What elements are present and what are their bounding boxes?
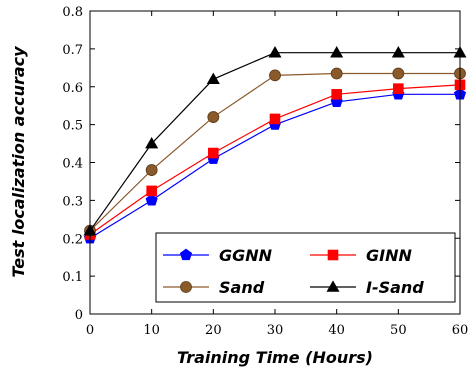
legend-label: GGNN (219, 246, 273, 265)
legend-item-sand: Sand (163, 278, 265, 297)
legend-label: GINN (366, 246, 412, 265)
x-tick-label: 40 (328, 323, 345, 338)
data-point-ginn (146, 185, 157, 197)
legend-item-ginn: GINN (310, 246, 412, 265)
x-tick-label: 50 (390, 323, 407, 338)
series-lines (83, 46, 467, 244)
series-ggnn (83, 87, 467, 244)
data-point-ggnn (145, 194, 158, 206)
y-tick-label: 0.1 (62, 270, 83, 285)
data-point-ginn (269, 113, 281, 125)
x-tick-label: 20 (205, 323, 222, 338)
x-tick-label: 60 (452, 323, 469, 338)
legend-marker-ginn (327, 249, 339, 261)
series-i-sand (83, 46, 467, 236)
x-axis-title: Training Time (Hours) (177, 348, 373, 367)
data-point-sand (330, 67, 343, 80)
series-ginn (84, 79, 466, 240)
data-point-sand (145, 164, 158, 176)
legend: GGNN GINN Sand I-Sand (155, 232, 456, 303)
y-tick-label: 0.3 (62, 194, 83, 209)
data-point-i-sand (330, 46, 344, 58)
y-tick-label: 0 (75, 308, 83, 323)
x-tick-label: 30 (267, 323, 284, 338)
y-tick-label: 0.8 (62, 5, 83, 20)
x-tick-label: 0 (86, 323, 94, 338)
legend-label: Sand (219, 278, 265, 297)
data-point-i-sand (391, 46, 405, 58)
data-point-ginn (393, 83, 404, 94)
legend-item-i-sand: I-Sand (310, 278, 424, 297)
data-point-ginn (208, 147, 219, 159)
data-point-sand (392, 67, 405, 80)
legend-label: I-Sand (366, 278, 424, 297)
y-tick-label: 0.2 (62, 232, 83, 247)
y-tick-label: 0.7 (62, 43, 83, 58)
plot-frame (89, 10, 461, 315)
y-axis-title: Test localization accuracy (9, 46, 28, 278)
data-point-sand (269, 69, 281, 82)
y-tick-label: 0.6 (62, 81, 83, 96)
data-point-i-sand (206, 72, 220, 84)
data-point-ginn (331, 89, 342, 100)
y-tick-label: 0.5 (62, 119, 83, 134)
legend-box (155, 232, 456, 303)
x-tick-label: 10 (143, 323, 160, 338)
legend-marker-i-sand (326, 280, 340, 292)
data-point-i-sand (268, 46, 282, 58)
legend-marker-sand (180, 281, 192, 293)
axis-ticks: 0 10 20 30 40 50 60 0 0.1 0.2 0.3 0.4 0.5 0.6 0.7 0.8 (62, 5, 468, 338)
legend-marker-ggnn (179, 248, 193, 261)
series-line-ginn (89, 84, 461, 235)
y-tick-label: 0.4 (62, 157, 83, 172)
data-point-i-sand (145, 136, 159, 149)
series-sand (84, 67, 466, 237)
data-point-sand (207, 111, 220, 123)
legend-item-ggnn: GGNN (163, 246, 273, 265)
